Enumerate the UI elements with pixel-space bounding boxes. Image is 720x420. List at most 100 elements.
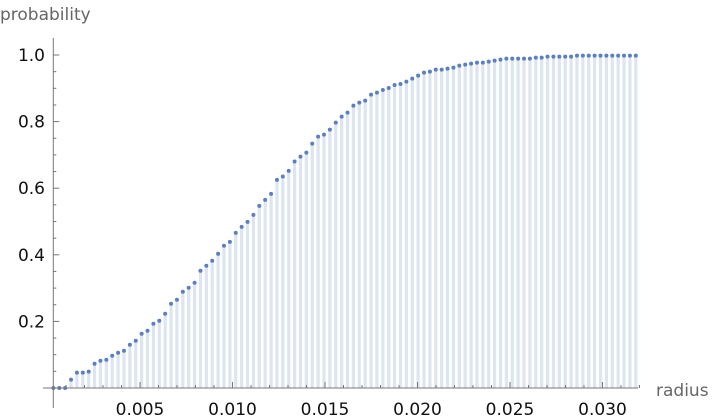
data-point xyxy=(86,369,91,374)
data-point xyxy=(433,67,438,72)
data-point xyxy=(121,348,126,353)
data-point xyxy=(139,331,144,336)
data-point xyxy=(116,350,121,355)
data-point xyxy=(351,103,356,108)
data-point xyxy=(574,53,579,58)
data-point xyxy=(333,120,338,125)
data-point xyxy=(357,100,362,105)
data-point xyxy=(245,219,250,224)
data-point xyxy=(327,127,332,132)
data-point xyxy=(304,150,309,155)
data-point xyxy=(151,321,156,326)
data-point xyxy=(427,69,432,74)
fill-bars xyxy=(69,55,638,388)
data-point xyxy=(569,54,574,59)
data-point xyxy=(310,141,315,146)
data-point xyxy=(422,70,427,75)
data-point xyxy=(633,53,638,58)
data-point xyxy=(221,243,226,248)
data-point xyxy=(416,73,421,78)
data-point xyxy=(286,168,291,173)
data-point xyxy=(104,357,109,362)
y-tick-label: 0.2 xyxy=(18,312,45,332)
data-point xyxy=(410,76,415,81)
data-point xyxy=(74,370,79,375)
data-point xyxy=(557,54,562,59)
data-point xyxy=(227,239,232,244)
data-point xyxy=(451,65,456,70)
data-point xyxy=(127,342,132,347)
data-point xyxy=(374,90,379,95)
data-point xyxy=(439,67,444,72)
data-point xyxy=(392,82,397,87)
data-point xyxy=(563,54,568,59)
data-point xyxy=(457,63,462,68)
data-point xyxy=(598,53,603,58)
y-tick-label: 0.8 xyxy=(18,113,45,133)
data-point xyxy=(616,53,621,58)
data-point xyxy=(339,114,344,119)
data-point xyxy=(133,338,138,343)
x-tick-labels: 0.005 0.010 0.015 0.020 0.025 0.030 xyxy=(116,400,627,420)
data-point xyxy=(604,53,609,58)
data-point xyxy=(280,174,285,179)
data-point xyxy=(504,56,509,61)
data-point xyxy=(622,53,627,58)
y-tick-label: 0.6 xyxy=(18,179,45,199)
data-point xyxy=(627,53,632,58)
data-point xyxy=(292,159,297,164)
data-point xyxy=(98,358,103,363)
data-point xyxy=(480,60,485,65)
data-point xyxy=(580,53,585,58)
data-point xyxy=(233,230,238,235)
data-point xyxy=(404,79,409,84)
data-point xyxy=(539,55,544,60)
data-point xyxy=(180,289,185,294)
data-point xyxy=(216,251,221,256)
data-point xyxy=(592,53,597,58)
data-point xyxy=(380,87,385,92)
x-tick-label: 0.025 xyxy=(486,400,535,420)
data-point xyxy=(498,57,503,62)
data-point xyxy=(210,258,215,263)
y-tick-label: 0.4 xyxy=(18,246,45,266)
x-tick-label: 0.010 xyxy=(208,400,257,420)
data-point xyxy=(345,110,350,115)
data-point xyxy=(174,297,179,302)
data-point xyxy=(463,62,468,67)
data-point xyxy=(269,191,274,196)
data-point xyxy=(445,66,450,71)
data-point xyxy=(263,197,268,202)
data-point xyxy=(545,54,550,59)
data-point xyxy=(516,56,521,61)
data-point xyxy=(145,328,150,333)
x-tick-label: 0.005 xyxy=(116,400,165,420)
axis-ticks xyxy=(53,54,640,388)
x-tick-label: 0.015 xyxy=(301,400,350,420)
data-point xyxy=(386,85,391,90)
data-point xyxy=(586,53,591,58)
data-point xyxy=(492,58,497,63)
data-point xyxy=(316,134,321,139)
y-axis-label: probability xyxy=(0,5,91,25)
data-point xyxy=(204,263,209,268)
data-point xyxy=(157,318,162,323)
data-point xyxy=(610,53,615,58)
data-point xyxy=(398,81,403,86)
data-point xyxy=(469,61,474,66)
data-point xyxy=(198,268,203,273)
data-point xyxy=(533,55,538,60)
data-point xyxy=(80,370,85,375)
data-point xyxy=(474,60,479,65)
data-point xyxy=(274,177,279,182)
data-point xyxy=(486,59,491,64)
data-point xyxy=(522,56,527,61)
x-tick-label: 0.020 xyxy=(393,400,442,420)
data-point xyxy=(251,212,256,217)
data-point xyxy=(298,154,303,159)
data-point xyxy=(69,377,74,382)
data-point xyxy=(551,54,556,59)
data-point xyxy=(92,361,97,366)
data-point xyxy=(322,132,327,137)
